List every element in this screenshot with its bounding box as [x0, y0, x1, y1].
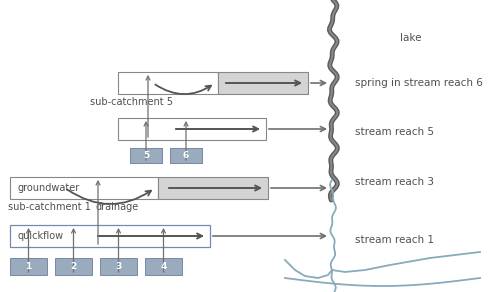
Bar [10, 258, 47, 275]
Text: quickflow: quickflow [18, 231, 64, 241]
Text: 5: 5 [143, 151, 149, 160]
Bar [55, 258, 92, 275]
Bar [218, 72, 308, 94]
Bar [130, 148, 162, 163]
Text: 4: 4 [160, 262, 166, 271]
Text: spring in stream reach 6: spring in stream reach 6 [355, 78, 483, 88]
Bar [118, 72, 218, 94]
Bar [158, 177, 268, 199]
Bar [100, 258, 137, 275]
Text: drainage: drainage [95, 202, 138, 212]
Text: groundwater: groundwater [18, 183, 80, 193]
Bar [10, 177, 158, 199]
Text: 6: 6 [183, 151, 189, 160]
Text: 1: 1 [26, 262, 32, 271]
Text: stream reach 5: stream reach 5 [355, 127, 434, 137]
Text: stream reach 3: stream reach 3 [355, 177, 434, 187]
Bar [10, 225, 210, 247]
Bar [145, 258, 182, 275]
Bar [170, 148, 202, 163]
Text: sub-catchment 1: sub-catchment 1 [8, 202, 91, 212]
Bar [118, 118, 266, 140]
Text: sub-catchment 5: sub-catchment 5 [90, 97, 173, 107]
Text: stream reach 1: stream reach 1 [355, 235, 434, 245]
Text: 3: 3 [116, 262, 121, 271]
Text: lake: lake [400, 33, 421, 43]
Text: 2: 2 [70, 262, 76, 271]
